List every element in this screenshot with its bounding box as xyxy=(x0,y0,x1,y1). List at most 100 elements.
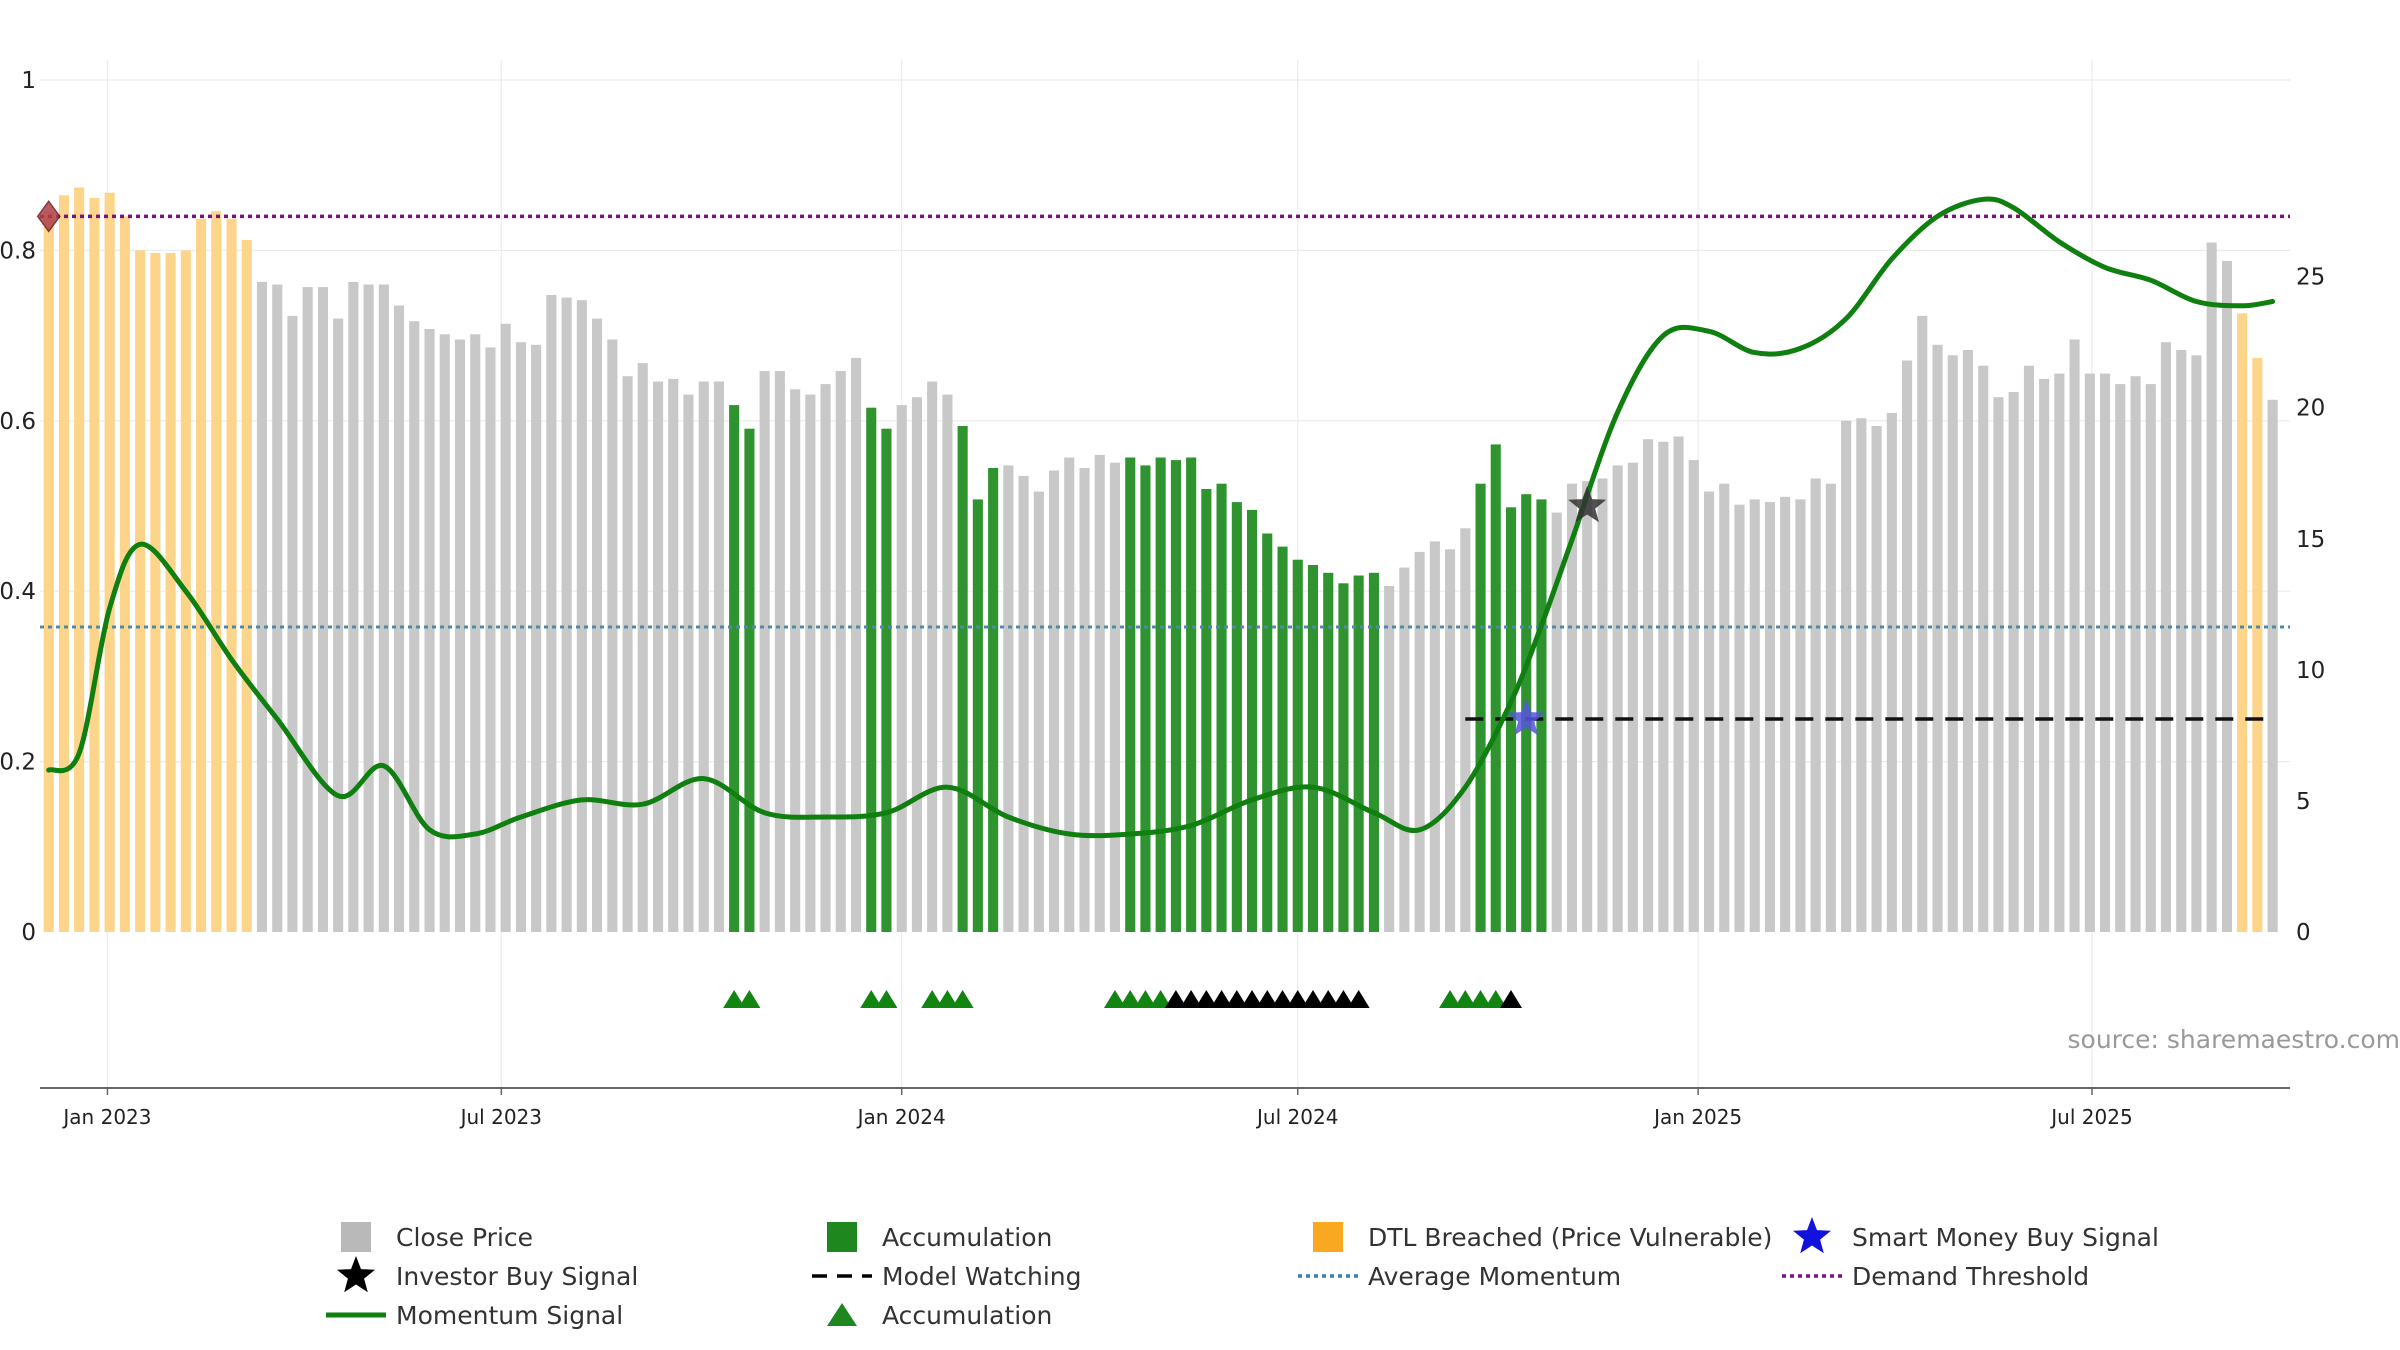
price-bar xyxy=(683,394,694,933)
price-bar xyxy=(1414,551,1425,932)
right-tick-label: 25 xyxy=(2296,265,2325,291)
price-bar xyxy=(1704,491,1715,932)
price-bar xyxy=(1810,478,1821,932)
price-bar xyxy=(927,381,938,932)
price-bar xyxy=(378,284,389,932)
price-bar xyxy=(653,381,664,932)
price-bar xyxy=(2267,399,2278,932)
accumulation-triangle xyxy=(723,990,746,1008)
price-bar xyxy=(2206,242,2217,932)
price-bar xyxy=(165,253,176,932)
price-bar xyxy=(820,384,831,933)
price-bar xyxy=(744,428,755,932)
price-bar xyxy=(607,339,618,932)
signal-markers xyxy=(36,200,1607,736)
price-bar xyxy=(592,318,603,933)
price-bar xyxy=(1566,483,1577,932)
momentum-line xyxy=(46,196,2276,840)
accumulation-triangle xyxy=(1149,990,1172,1008)
legend-label: Investor Buy Signal xyxy=(396,1262,638,1291)
price-bar xyxy=(1155,457,1166,932)
price-bar xyxy=(2054,373,2065,933)
price-bar xyxy=(1353,575,1364,932)
accumulation-triangle xyxy=(936,990,959,1008)
price-bar xyxy=(1429,541,1440,932)
price-bar xyxy=(561,297,572,933)
legend-label: Accumulation xyxy=(882,1301,1052,1330)
legend-item: Close Price xyxy=(341,1222,533,1252)
legend-label: Model Watching xyxy=(882,1262,1082,1291)
x-tick-label: Jul 2023 xyxy=(459,1105,542,1129)
price-bar xyxy=(1033,491,1044,932)
price-bar xyxy=(89,198,100,932)
model-watching-triangle xyxy=(1164,990,1187,1008)
legend-item: Model Watching xyxy=(812,1262,1082,1291)
price-bar xyxy=(196,218,207,932)
price-bar xyxy=(1307,565,1318,932)
left-tick-label: 0.8 xyxy=(0,238,36,264)
price-bar xyxy=(622,376,633,932)
price-bar xyxy=(333,318,344,933)
legend-swatch xyxy=(1313,1222,1343,1252)
price-bar xyxy=(409,321,420,932)
price-bar xyxy=(287,315,298,932)
price-bar xyxy=(2191,355,2202,932)
price-bar xyxy=(713,381,724,932)
model-watching-triangle xyxy=(1180,990,1203,1008)
price-bar xyxy=(241,239,252,932)
price-bar xyxy=(1049,470,1060,932)
price-bar xyxy=(58,195,69,933)
price-bar xyxy=(1201,489,1212,932)
price-bar xyxy=(1460,528,1471,932)
price-bar xyxy=(1475,483,1486,932)
reference-lines xyxy=(40,214,2290,721)
legend-label: Demand Threshold xyxy=(1852,1262,2089,1291)
accumulation-triangle xyxy=(1134,990,1157,1008)
legend-star xyxy=(1793,1217,1831,1254)
price-bar xyxy=(1064,457,1075,932)
model-watching-triangle xyxy=(1256,990,1279,1008)
price-bar xyxy=(896,405,907,933)
accumulation-triangle xyxy=(951,990,974,1008)
model-watching-triangle xyxy=(1499,990,1522,1008)
model-watching-triangle xyxy=(1301,990,1324,1008)
price-bar xyxy=(1917,315,1928,932)
x-tick-label: Jan 2025 xyxy=(1652,1105,1742,1129)
x-tick-label: Jul 2025 xyxy=(2049,1105,2132,1129)
investor-buy-star xyxy=(1568,486,1607,523)
price-bar xyxy=(1125,457,1136,932)
price-bar xyxy=(1688,460,1699,932)
price-bar xyxy=(835,371,846,932)
accumulation-triangle xyxy=(1454,990,1477,1008)
price-bar xyxy=(2221,260,2232,932)
axes: Jan 2023 Jul 2023 Jan 2024 Jul 2024 Jan 2025… xyxy=(0,68,2325,1129)
price-bar xyxy=(2237,313,2248,932)
model-watching-triangle xyxy=(1210,990,1233,1008)
price-bar xyxy=(2100,373,2111,933)
model-watching-triangle xyxy=(1317,990,1340,1008)
legend-triangle xyxy=(827,1303,857,1326)
price-bar xyxy=(942,394,953,933)
legend-item: Investor Buy Signal xyxy=(337,1256,638,1293)
price-bar xyxy=(1612,465,1623,932)
price-bar xyxy=(2252,357,2263,932)
model-watching-triangle xyxy=(1332,990,1355,1008)
left-tick-label: 0.6 xyxy=(0,409,36,435)
price-bar xyxy=(226,218,237,932)
model-watching-triangle xyxy=(1271,990,1294,1008)
legend-swatch xyxy=(341,1222,371,1252)
legend-item: Accumulation xyxy=(827,1222,1052,1252)
price-bar xyxy=(1658,441,1669,932)
accumulation-triangle xyxy=(1484,990,1507,1008)
left-tick-label: 1 xyxy=(21,68,36,94)
price-bar xyxy=(1292,559,1303,932)
model-watching-triangle xyxy=(1225,990,1248,1008)
legend-item: Average Momentum xyxy=(1298,1262,1621,1291)
x-tick-label: Jan 2023 xyxy=(61,1105,151,1129)
price-bar xyxy=(1780,496,1791,932)
price-bar xyxy=(805,394,816,933)
price-bar xyxy=(1109,462,1120,932)
price-bar xyxy=(1247,509,1258,932)
price-bar xyxy=(1856,418,1867,932)
price-bar xyxy=(104,192,115,932)
